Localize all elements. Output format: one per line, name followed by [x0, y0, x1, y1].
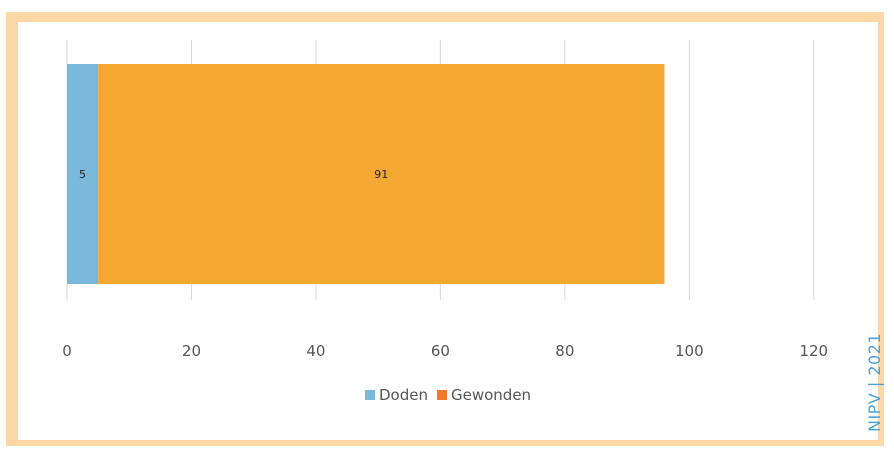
x-tick-label: 80: [555, 342, 574, 360]
x-tick-label: 40: [306, 342, 325, 360]
legend-swatch-doden: [365, 390, 375, 400]
x-axis-ticks: 0 20 40 60 80 100 120: [62, 342, 828, 360]
bar-gewonden: [98, 64, 665, 284]
legend-swatch-gewonden: [437, 390, 447, 400]
bar-doden: [67, 64, 99, 284]
legend-label-gewonden: Gewonden: [451, 386, 531, 404]
x-tick-label: 60: [431, 342, 450, 360]
x-tick-label: 0: [62, 342, 72, 360]
legend: Doden Gewonden: [365, 386, 531, 404]
legend-label-doden: Doden: [379, 386, 428, 404]
x-tick-label: 100: [675, 342, 704, 360]
data-label-gewonden: 91: [374, 168, 388, 181]
x-tick-label: 20: [182, 342, 201, 360]
bars: 5 91: [67, 64, 665, 284]
credit-text: NIPV | 2021: [865, 333, 884, 432]
x-tick-label: 120: [799, 342, 828, 360]
data-label-doden: 5: [79, 168, 86, 181]
